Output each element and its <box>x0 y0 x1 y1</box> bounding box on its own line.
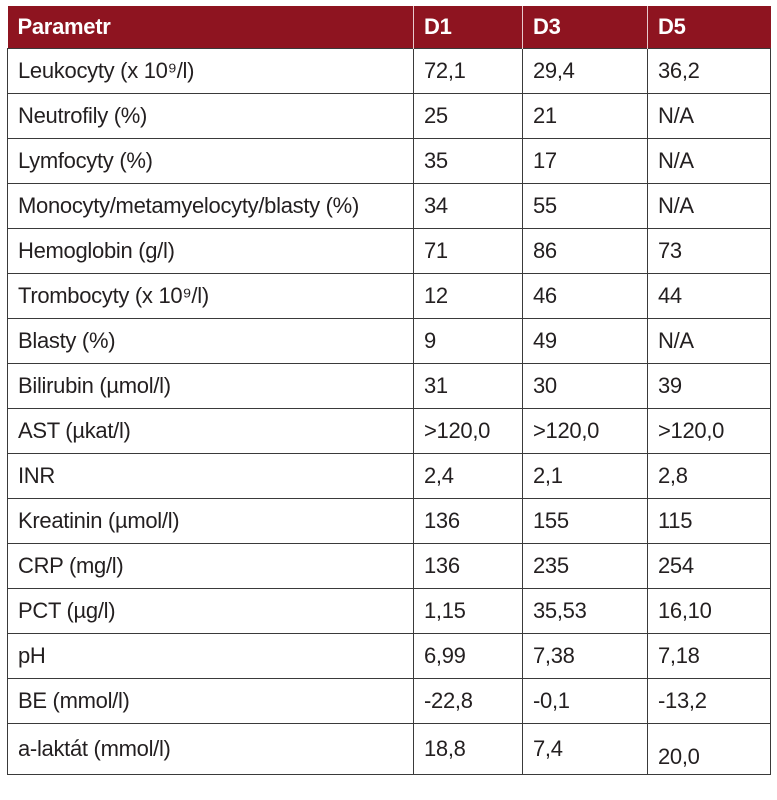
parameter-cell: Monocyty/metamyelocyty/blasty (%) <box>7 183 414 229</box>
d5-cell: 36,2 <box>647 48 771 94</box>
d1-cell: 1,15 <box>413 588 523 634</box>
d5-cell: N/A <box>647 183 771 229</box>
table-row: AST (µkat/l) >120,0 >120,0 >120,0 <box>7 408 771 454</box>
parameter-cell: Trombocyty (x 10⁹/l) <box>7 273 414 319</box>
header-row: Parametr D1 D3 D5 <box>7 6 771 49</box>
table-row: Bilirubin (µmol/l) 31 30 39 <box>7 363 771 409</box>
table-row: Leukocyty (x 10⁹/l) 72,1 29,4 36,2 <box>7 48 771 94</box>
d5-cell: 73 <box>647 228 771 274</box>
d3-cell: 2,1 <box>522 453 648 499</box>
column-header-d5: D5 <box>647 6 771 49</box>
d1-cell: 136 <box>413 498 523 544</box>
parameter-cell: a-laktát (mmol/l) <box>7 723 414 775</box>
d3-cell: 35,53 <box>522 588 648 634</box>
d3-cell: 86 <box>522 228 648 274</box>
d3-cell: 235 <box>522 543 648 589</box>
d5-cell: 254 <box>647 543 771 589</box>
parameter-cell: pH <box>7 633 414 679</box>
table-header: Parametr D1 D3 D5 <box>7 6 771 49</box>
d1-cell: 25 <box>413 93 523 139</box>
table-row: CRP (mg/l) 136 235 254 <box>7 543 771 589</box>
parameter-cell: Leukocyty (x 10⁹/l) <box>7 48 414 94</box>
d1-cell: 136 <box>413 543 523 589</box>
d1-cell: 9 <box>413 318 523 364</box>
parameter-cell: INR <box>7 453 414 499</box>
parameter-cell: Kreatinin (µmol/l) <box>7 498 414 544</box>
column-header-d1: D1 <box>413 6 523 49</box>
parameter-cell: BE (mmol/l) <box>7 678 414 724</box>
table-row: Monocyty/metamyelocyty/blasty (%) 34 55 N/A <box>7 183 771 229</box>
table-row: BE (mmol/l) -22,8 -0,1 -13,2 <box>7 678 771 724</box>
d5-cell: 16,10 <box>647 588 771 634</box>
d1-cell: 18,8 <box>413 723 523 775</box>
d3-cell: >120,0 <box>522 408 648 454</box>
table-row: Lymfocyty (%) 35 17 N/A <box>7 138 771 184</box>
d3-cell: 55 <box>522 183 648 229</box>
d1-cell: 71 <box>413 228 523 274</box>
lab-results-table: Parametr D1 D3 D5 Leukocyty (x 10⁹/l) 72,… <box>7 6 771 775</box>
d5-cell: 44 <box>647 273 771 319</box>
parameter-cell: CRP (mg/l) <box>7 543 414 589</box>
d1-cell: 2,4 <box>413 453 523 499</box>
d3-cell: 29,4 <box>522 48 648 94</box>
table-row: Kreatinin (µmol/l) 136 155 115 <box>7 498 771 544</box>
lab-results-table-container: Parametr D1 D3 D5 Leukocyty (x 10⁹/l) 72,… <box>7 6 771 775</box>
column-header-parametr: Parametr <box>7 6 414 49</box>
d3-cell: 155 <box>522 498 648 544</box>
parameter-cell: Blasty (%) <box>7 318 414 364</box>
parameter-cell: PCT (µg/l) <box>7 588 414 634</box>
table-row: PCT (µg/l) 1,15 35,53 16,10 <box>7 588 771 634</box>
table-row: pH 6,99 7,38 7,18 <box>7 633 771 679</box>
d3-cell: 49 <box>522 318 648 364</box>
d3-cell: 46 <box>522 273 648 319</box>
table-row: Trombocyty (x 10⁹/l) 12 46 44 <box>7 273 771 319</box>
parameter-cell: Bilirubin (µmol/l) <box>7 363 414 409</box>
d1-cell: 72,1 <box>413 48 523 94</box>
table-row: INR 2,4 2,1 2,8 <box>7 453 771 499</box>
d3-cell: -0,1 <box>522 678 648 724</box>
d1-cell: 12 <box>413 273 523 319</box>
table-body: Leukocyty (x 10⁹/l) 72,1 29,4 36,2 Neutrofil… <box>7 48 771 775</box>
table-row: Neutrofily (%) 25 21 N/A <box>7 93 771 139</box>
d3-cell: 7,4 <box>522 723 648 775</box>
parameter-cell: Hemoglobin (g/l) <box>7 228 414 274</box>
d1-cell: 6,99 <box>413 633 523 679</box>
parameter-cell: Neutrofily (%) <box>7 93 414 139</box>
d1-cell: 34 <box>413 183 523 229</box>
d5-cell: N/A <box>647 138 771 184</box>
parameter-cell: AST (µkat/l) <box>7 408 414 454</box>
parameter-cell: Lymfocyty (%) <box>7 138 414 184</box>
d3-cell: 17 <box>522 138 648 184</box>
d3-cell: 30 <box>522 363 648 409</box>
table-row: Hemoglobin (g/l) 71 86 73 <box>7 228 771 274</box>
d3-cell: 21 <box>522 93 648 139</box>
table-row: a-laktát (mmol/l) 18,8 7,4 20,0 <box>7 723 771 775</box>
d5-cell: N/A <box>647 318 771 364</box>
table-row: Blasty (%) 9 49 N/A <box>7 318 771 364</box>
d5-cell: -13,2 <box>647 678 771 724</box>
d5-cell: 7,18 <box>647 633 771 679</box>
d1-cell: 35 <box>413 138 523 184</box>
d1-cell: 31 <box>413 363 523 409</box>
d5-cell: N/A <box>647 93 771 139</box>
d5-cell: 115 <box>647 498 771 544</box>
d5-cell: 2,8 <box>647 453 771 499</box>
d5-cell: >120,0 <box>647 408 771 454</box>
column-header-d3: D3 <box>522 6 648 49</box>
d5-cell: 39 <box>647 363 771 409</box>
d1-cell: >120,0 <box>413 408 523 454</box>
d3-cell: 7,38 <box>522 633 648 679</box>
d1-cell: -22,8 <box>413 678 523 724</box>
d5-cell: 20,0 <box>647 723 771 775</box>
